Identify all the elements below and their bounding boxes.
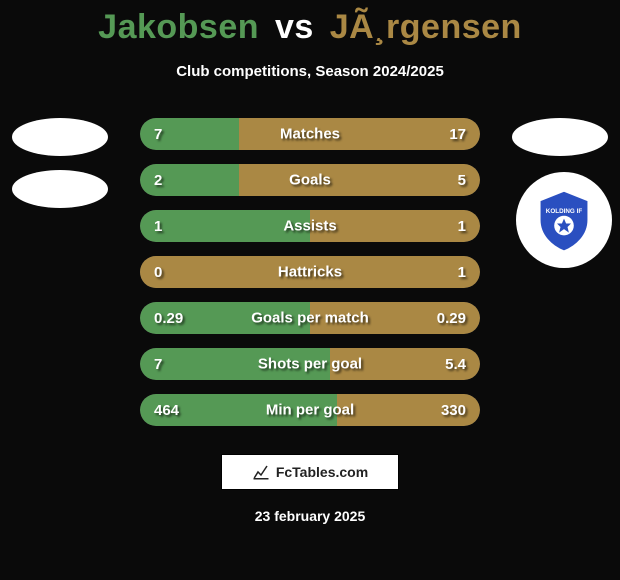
stat-value-left: 1 [154,218,162,235]
stat-row: 25Goals [140,164,480,196]
stat-value-right: 5 [458,172,466,189]
player2-team-logo: KOLDING IF [516,172,612,268]
chart-icon [252,463,270,481]
stat-value-right: 1 [458,264,466,281]
stat-row: 01Hattricks [140,256,480,288]
stat-inner: 25 [140,164,480,196]
player1-badge-2 [12,170,108,208]
stat-value-left: 2 [154,172,162,189]
stat-value-right: 1 [458,218,466,235]
stat-inner: 75.4 [140,348,480,380]
stat-value-left: 464 [154,402,179,419]
svg-text:KOLDING IF: KOLDING IF [546,208,583,215]
stat-value-right: 0.29 [437,310,466,327]
player2-name: JÃ¸rgensen [330,8,522,46]
stat-row: 717Matches [140,118,480,150]
stat-inner: 0.29 0.29 [140,302,480,334]
brand-label: FcTables.com [276,464,368,480]
subtitle: Club competitions, Season 2024/2025 [0,63,620,80]
stat-value-right: 5.4 [445,356,466,373]
stat-value-left: 7 [154,126,162,143]
stat-value-right: 330 [441,402,466,419]
stat-value-left: 0 [154,264,162,281]
stat-inner: 11 [140,210,480,242]
stat-row: 11Assists [140,210,480,242]
stat-value-right: 17 [449,126,466,143]
vs-label: vs [275,8,314,46]
player2-badge-1 [512,118,608,156]
stat-row: 0.290.29Goals per match [140,302,480,334]
stat-row: 464330Min per goal [140,394,480,426]
fctables-watermark[interactable]: FcTables.com [221,454,399,490]
stat-value-left: 7 [154,356,162,373]
player1-badge-1 [12,118,108,156]
stat-inner: 464 330 [140,394,480,426]
shield-icon: KOLDING IF [529,185,599,255]
stat-value-left: 0.29 [154,310,183,327]
stats-container: 717Matches25Goals11Assists01Hattricks0.2… [0,118,620,426]
stat-row: 75.4Shots per goal [140,348,480,380]
comparison-title: Jakobsen vs JÃ¸rgensen [0,0,620,47]
stat-inner: 01 [140,256,480,288]
date-label: 23 february 2025 [0,508,620,524]
stat-inner: 7 17 [140,118,480,150]
player1-name: Jakobsen [98,8,259,46]
